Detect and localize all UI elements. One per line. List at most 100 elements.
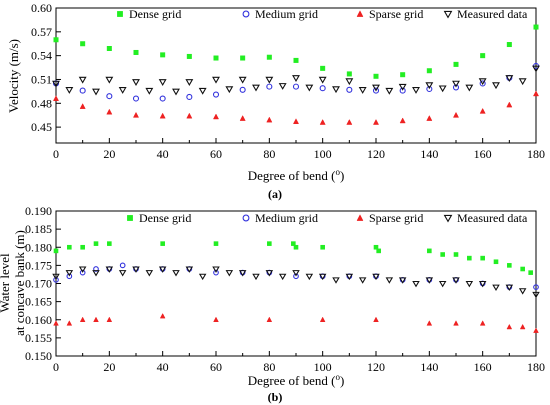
data-point [532,291,540,299]
data-point [372,84,380,92]
y-tick-label: 0.51 [31,72,52,86]
data-point [318,76,327,84]
data-point [132,95,140,102]
data-point [252,273,260,281]
data-point [212,91,220,98]
y-tick-label: 0.45 [31,120,52,134]
data-point [160,52,166,58]
data-point [478,78,487,86]
x-tick-label: 100 [314,147,332,161]
data-point [399,87,406,94]
x-tick-label: 20 [103,147,115,161]
x-tick-label: 120 [367,147,385,161]
data-point [198,273,207,281]
legend-marker [242,214,250,222]
y-tick-label: 0.190 [25,204,52,218]
data-point [519,323,526,330]
data-point [453,252,459,257]
legend: Dense grid Medium grid Sparse grid Measured… [127,211,528,225]
data-point [212,266,220,273]
data-point [358,277,367,284]
series-sparse-grid [52,90,540,125]
legend-label: Measured data [457,7,528,21]
data-point [505,75,514,82]
data-point [79,269,86,276]
data-point [506,323,513,330]
data-point [265,76,274,84]
data-point [346,119,353,125]
data-point [400,72,406,78]
data-point [53,248,59,254]
x-tick-label: 140 [420,147,438,161]
x-axis-ticks: 0 20 40 60 80 100 120 140 160 180 [53,138,545,161]
data-point [107,241,112,246]
data-point [426,320,433,326]
data-point [79,316,86,322]
data-point [132,79,140,86]
data-point [106,45,112,51]
data-point [79,87,86,94]
legend-item: Dense grid [117,7,181,21]
data-point [292,270,300,277]
data-point [78,266,87,273]
data-point [65,87,74,94]
data-point [452,277,460,284]
x-tick-label: 60 [210,147,222,161]
legend-item: Sparse grid [356,7,423,21]
y-tick-label: 0.165 [25,295,52,309]
data-point [385,277,394,284]
data-point [373,244,379,250]
data-point [345,78,354,86]
data-point [438,280,447,288]
data-point [266,116,273,123]
x-tick-label: 100 [314,360,332,374]
data-point [133,49,139,55]
legend-marker [443,10,453,19]
data-point [278,273,287,281]
legend-item: Measured data [443,211,528,225]
data-point [478,280,487,288]
data-point [440,252,445,257]
data-point [66,320,73,326]
data-point [505,284,514,292]
data-point [506,42,512,48]
series-measured-data [52,266,540,299]
legend-marker [356,10,364,17]
data-point [358,87,367,94]
data-point [320,65,326,71]
data-point [92,88,100,96]
velocity-chart: 0.45 0.48 0.51 0.54 0.57 0.60 0 20 40 60 80 100 120… [6,1,545,201]
data-point [67,244,72,250]
water-level-chart: 0.150 0.155 0.160 0.165 0.170 0.175 0.180 0.185… [0,204,545,404]
data-point [238,76,247,84]
data-point [533,327,539,333]
data-point [452,84,460,91]
series-dense-grid [53,241,533,275]
data-point [52,273,60,281]
data-point [239,86,246,93]
data-point [305,273,314,281]
data-point [186,53,192,59]
x-axis-title: Degree of bend (o) [248,372,345,388]
data-point [52,80,60,88]
data-point [412,87,420,94]
data-point [319,119,326,125]
panel-label: (b) [268,390,283,404]
data-point [106,108,113,115]
data-point [467,255,472,261]
data-point [145,87,154,95]
data-point [105,76,114,84]
data-point [427,248,432,254]
y-tick-label: 0.170 [25,277,52,291]
data-point [225,86,234,94]
data-point [479,320,486,326]
data-point [66,273,73,280]
data-point [292,118,300,125]
y-tick-label: 0.57 [31,25,52,39]
x-tick-label: 180 [527,360,545,374]
data-point [532,90,540,97]
data-point [372,273,380,281]
data-point [293,244,299,250]
data-point [93,316,99,322]
